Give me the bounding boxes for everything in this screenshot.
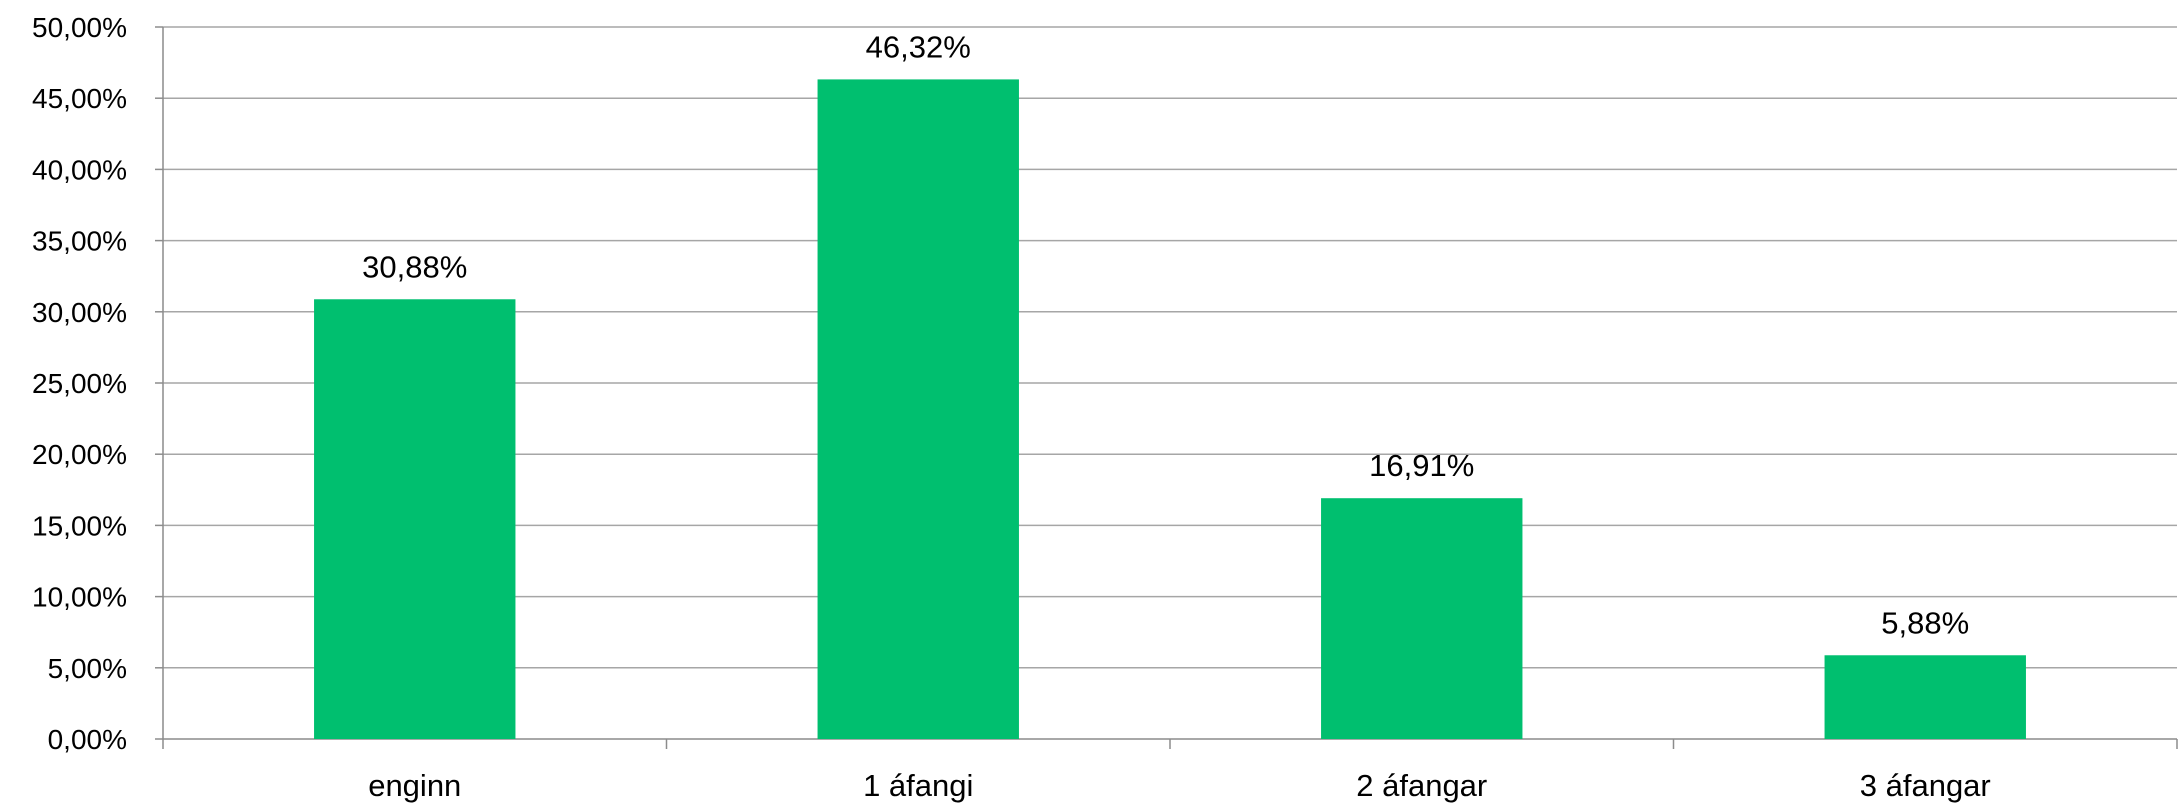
data-label: 46,32%	[866, 29, 971, 64]
y-tick-label: 5,00%	[48, 653, 127, 684]
y-tick-label: 30,00%	[32, 297, 127, 328]
y-tick-label: 45,00%	[32, 83, 127, 114]
y-tick-label: 15,00%	[32, 510, 127, 541]
y-tick-label: 0,00%	[48, 724, 127, 755]
y-tick-label: 50,00%	[32, 12, 127, 43]
category-label: 3 áfangar	[1860, 768, 1991, 803]
bar	[314, 299, 516, 739]
data-label: 16,91%	[1369, 448, 1474, 483]
data-label: 30,88%	[362, 249, 467, 284]
category-label: 2 áfangar	[1356, 768, 1487, 803]
x-axis	[162, 738, 2178, 749]
bar	[817, 79, 1019, 739]
y-axis: 0,00% 5,00% 10,00% 15,00% 20,00% 25,00% 30,00%…	[32, 12, 164, 755]
y-tick-label: 10,00%	[32, 582, 127, 613]
category-label: enginn	[368, 768, 461, 803]
data-labels: 30,88% 46,32% 16,91% 5,88%	[362, 29, 1969, 640]
bars	[314, 79, 2026, 739]
category-labels: enginn 1 áfangi 2 áfangar 3 áfangar	[368, 768, 1991, 803]
y-tick-label: 20,00%	[32, 439, 127, 470]
y-tick-label: 40,00%	[32, 154, 127, 185]
y-tick-label: 25,00%	[32, 368, 127, 399]
data-label: 5,88%	[1881, 605, 1969, 640]
y-tick-label: 35,00%	[32, 226, 127, 257]
category-label: 1 áfangi	[863, 768, 973, 803]
bar	[1321, 498, 1523, 739]
bar	[1824, 655, 2026, 739]
